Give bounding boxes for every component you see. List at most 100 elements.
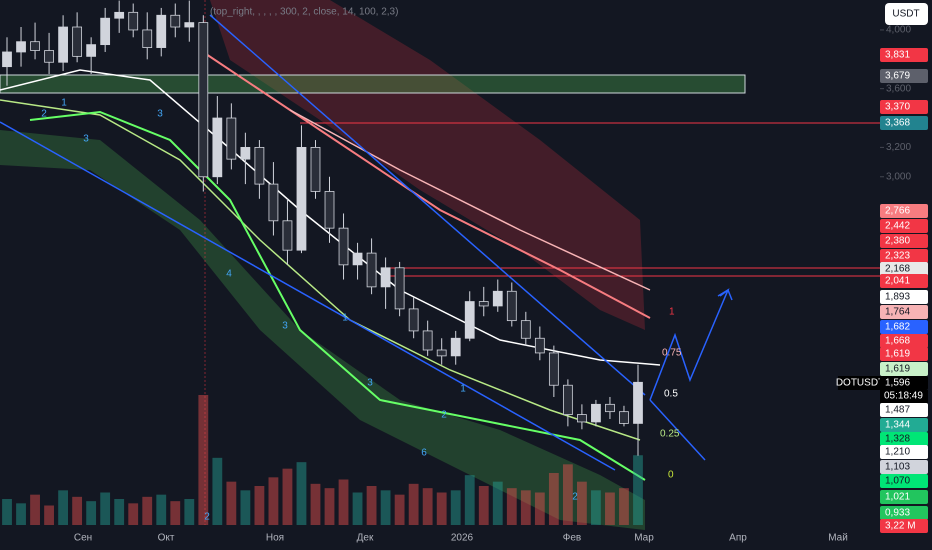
price-tag-label: 2,168 — [885, 264, 910, 275]
arrow-head — [719, 288, 733, 301]
volume-bar — [282, 468, 293, 525]
volume-bar — [142, 496, 153, 525]
price-tag-label: 1,021 — [885, 492, 910, 503]
volume-bar — [408, 483, 419, 525]
fib-label: 0.25 — [660, 429, 680, 440]
volume-bar — [562, 464, 573, 525]
volume-bar — [212, 457, 223, 525]
y-tick-label: 3,200 — [886, 142, 911, 153]
price-tag-label: 3,370 — [885, 102, 910, 113]
x-tick-label: 2026 — [451, 533, 474, 544]
price-tag — [880, 100, 928, 114]
candle-body — [422, 330, 433, 351]
price-tag-label: 3,368 — [885, 118, 910, 129]
candle-body — [198, 22, 209, 178]
candle-body — [492, 290, 503, 307]
candle-body — [16, 41, 26, 53]
price-tag-label: 2,323 — [885, 251, 910, 262]
price-tag-label: 1,596 — [885, 378, 910, 389]
volume-bar — [114, 499, 125, 525]
wave-count: 2 — [572, 492, 578, 503]
candle-body — [226, 117, 237, 160]
y-tick-label: 3,600 — [886, 83, 911, 94]
volume-bar — [254, 486, 265, 525]
wave-count: 2 — [204, 512, 210, 523]
volume-bar — [184, 499, 195, 525]
candle-body — [633, 381, 643, 424]
currency-label: USDT — [892, 9, 919, 20]
candle-body — [58, 26, 68, 63]
candle-body — [548, 352, 559, 386]
candle-body — [562, 384, 573, 415]
price-tag — [880, 347, 928, 361]
wave-count: 6 — [421, 448, 427, 459]
price-tag — [880, 376, 928, 390]
candle-body — [478, 301, 489, 307]
ma-line — [0, 99, 641, 441]
volume-bar — [605, 492, 615, 525]
volume-bar — [72, 496, 83, 525]
volume-bar — [633, 455, 643, 525]
volume-bar — [352, 492, 363, 525]
volume-bar — [156, 494, 167, 525]
x-tick-label: Окт — [158, 533, 175, 544]
price-tag-label: 1,619 — [885, 364, 910, 375]
candle-body — [100, 17, 111, 46]
volume-bar — [366, 486, 377, 525]
price-tag — [880, 249, 928, 263]
upper-curve — [199, 49, 651, 319]
price-tag — [880, 403, 928, 417]
currency-button[interactable] — [885, 3, 928, 25]
volume-bar — [226, 481, 237, 525]
volume-bar — [44, 505, 54, 525]
volume-bar — [86, 501, 97, 525]
price-tag — [880, 219, 928, 233]
price-tag-label: 1,103 — [885, 462, 910, 473]
price-tag-label: 1,668 — [885, 336, 910, 347]
volume-bar — [198, 395, 209, 525]
volume-bar — [16, 503, 26, 525]
price-tag-label: 1,487 — [885, 405, 910, 416]
price-tag — [880, 519, 928, 533]
volume-bar — [619, 488, 629, 525]
price-tag-label: 1,328 — [885, 434, 910, 445]
price-tag — [880, 490, 928, 504]
volume-bar — [464, 475, 475, 525]
volume-bar — [2, 499, 12, 525]
candle-body — [605, 403, 615, 413]
candle-body — [506, 290, 517, 322]
price-tag-label: 1,893 — [885, 292, 910, 303]
candle-body — [268, 183, 279, 222]
price-tag — [880, 506, 928, 520]
y-tick-label: 4,000 — [886, 25, 911, 36]
price-tag — [880, 116, 928, 130]
price-tag-label: 3,22 M — [885, 521, 916, 532]
candle-body — [128, 11, 139, 31]
zone — [0, 74, 746, 94]
fib-label: 0.75 — [662, 348, 682, 359]
price-tag — [880, 305, 928, 319]
candle-body — [240, 146, 251, 160]
candle-body — [282, 220, 293, 251]
candle-body — [408, 308, 419, 332]
price-tag — [880, 460, 928, 474]
lower-band — [0, 130, 645, 530]
volume-bar — [534, 492, 545, 525]
price-tag — [880, 445, 928, 459]
price-tag-label: 1,070 — [885, 476, 910, 487]
volume-bar — [170, 501, 181, 525]
candle-body — [254, 146, 265, 185]
price-tag-label: 2,442 — [885, 221, 910, 232]
volume-bar — [450, 490, 461, 525]
volume-bar — [422, 488, 433, 525]
candle-body — [142, 29, 153, 48]
trend-line — [649, 399, 706, 461]
fib-label: 0 — [668, 470, 674, 481]
candle-body — [86, 44, 97, 57]
candle-body — [534, 337, 545, 354]
volume-bar — [492, 481, 503, 525]
volume-bar — [310, 483, 321, 525]
volume-bar — [520, 490, 531, 525]
